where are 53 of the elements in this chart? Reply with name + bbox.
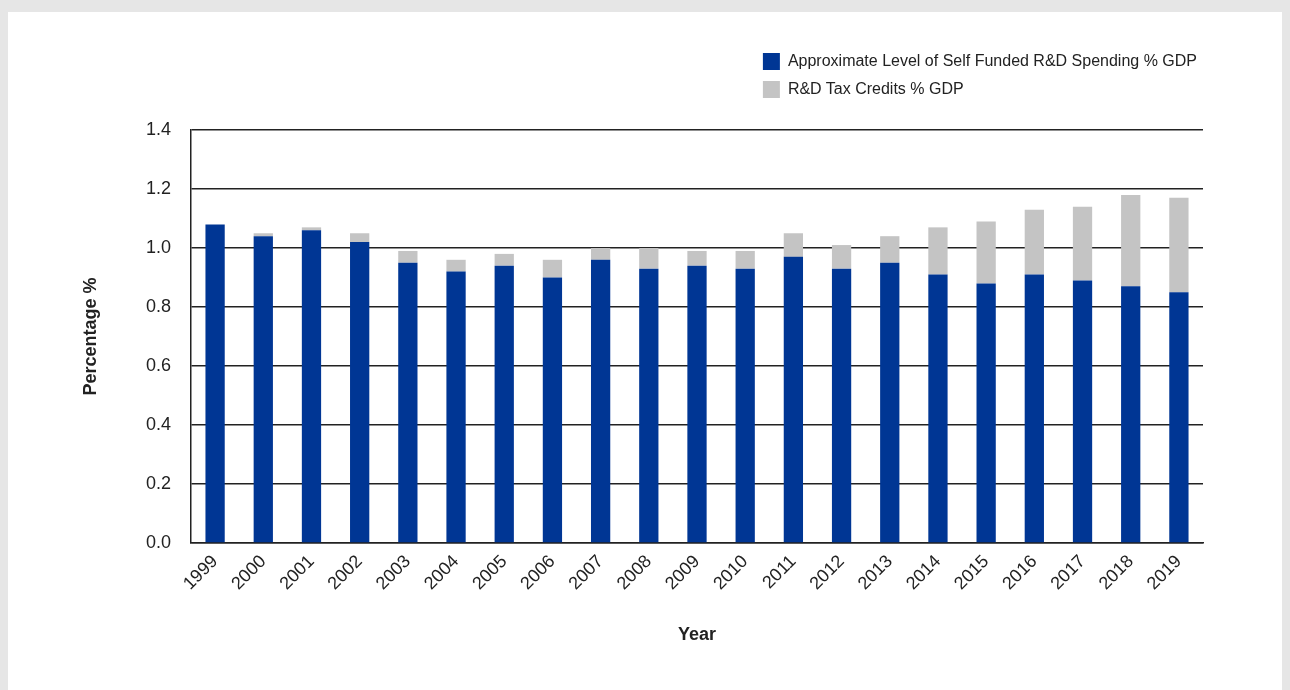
bar (639, 268, 659, 543)
bar (928, 227, 948, 275)
bar (639, 248, 659, 269)
bar (687, 265, 707, 543)
bar (205, 224, 225, 543)
bar (976, 283, 996, 543)
bar (542, 277, 563, 543)
bar (831, 268, 852, 543)
bar (976, 221, 996, 284)
bar (494, 265, 514, 543)
bar (880, 262, 900, 543)
bar (301, 227, 322, 231)
bar (398, 262, 418, 543)
y-axis-title: Percentage % (79, 277, 100, 396)
bar (1121, 286, 1141, 543)
bar (1072, 206, 1093, 281)
bar (735, 268, 755, 543)
bar (350, 242, 370, 543)
bar (1024, 209, 1044, 275)
bar (1072, 280, 1093, 543)
bar (1121, 194, 1141, 287)
y-tick-label: 0.8 (145, 295, 171, 316)
y-tick-label: 0.6 (145, 354, 171, 375)
bar (687, 250, 707, 266)
bar (494, 253, 514, 266)
bar (928, 274, 948, 543)
bar (783, 233, 804, 257)
bar (446, 271, 466, 543)
bar (1024, 274, 1044, 543)
y-tick-label: 1.4 (145, 118, 171, 139)
bar (1169, 197, 1189, 293)
bar (253, 233, 273, 237)
y-tick-label: 1.2 (145, 177, 171, 198)
bar (301, 230, 322, 543)
y-tick-label: 0.2 (145, 472, 171, 493)
bar (350, 233, 370, 243)
bar (446, 259, 466, 272)
legend-label: R&D Tax Credits % GDP (787, 79, 964, 97)
bar (783, 256, 804, 543)
bar (590, 259, 611, 543)
legend-label: Approximate Level of Self Funded R&D Spending % GDP (787, 51, 1197, 69)
bar (398, 250, 418, 263)
bar (735, 250, 755, 269)
y-tick-label: 1.0 (145, 236, 171, 257)
bar (590, 248, 611, 260)
y-tick-label: 0.4 (145, 413, 171, 434)
bar (831, 245, 852, 269)
bar (880, 236, 900, 263)
y-tick-label: 0.0 (145, 531, 171, 552)
x-axis-title: Year (677, 624, 717, 645)
bar (542, 259, 563, 278)
bar (1169, 292, 1189, 543)
bar (253, 236, 273, 543)
